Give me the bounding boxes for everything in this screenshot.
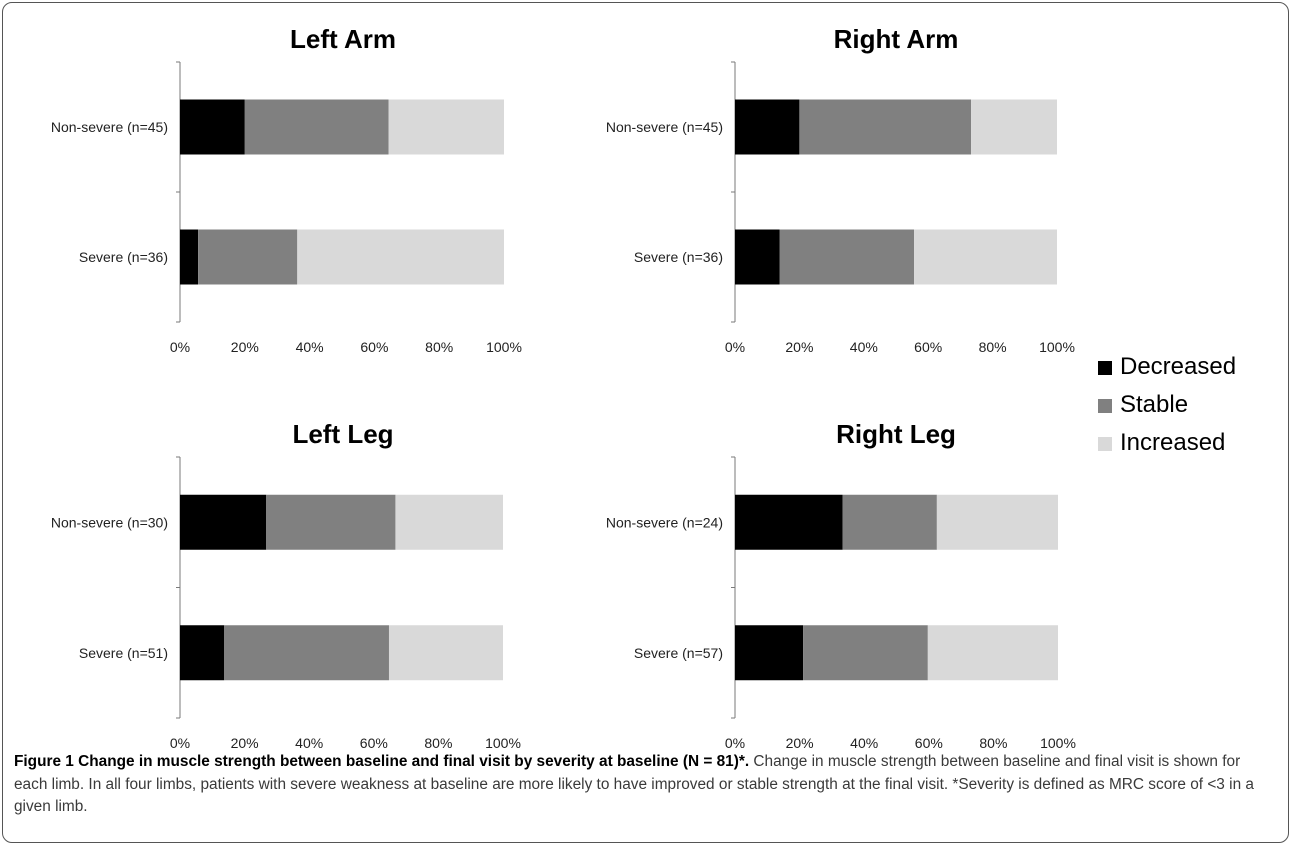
legend: Decreased Stable Increased xyxy=(1098,353,1236,456)
bar-decreased xyxy=(735,625,804,681)
x-tick-label: 0% xyxy=(170,735,190,751)
bar-increased xyxy=(927,625,1058,681)
chart-title: Right Arm xyxy=(834,24,959,54)
x-tick-label: 20% xyxy=(231,735,259,751)
chart-title: Left Leg xyxy=(292,419,393,449)
bar-stable xyxy=(244,99,389,155)
x-tick-label: 40% xyxy=(296,339,324,355)
chart-left-leg: Left Leg 0% 20% 40% 60% 80% 100% Non-severe (n=… xyxy=(51,419,521,751)
category-label: Non-severe (n=45) xyxy=(51,119,168,135)
x-tick-label: 40% xyxy=(850,735,878,751)
bar-stable xyxy=(803,625,928,681)
bar-decreased xyxy=(735,494,843,550)
x-tick-label: 40% xyxy=(295,735,323,751)
legend-label: Stable xyxy=(1120,391,1188,418)
x-tick-label: 60% xyxy=(360,339,388,355)
category-label: Non-severe (n=24) xyxy=(606,514,723,530)
bar-increased xyxy=(388,625,503,681)
bar-increased xyxy=(914,229,1057,285)
chart-title: Left Arm xyxy=(290,24,396,54)
caption-text: Change in muscle strength between baseli… xyxy=(14,753,1254,815)
bar-stable xyxy=(198,229,298,285)
x-tick-label: 20% xyxy=(785,339,813,355)
bar-decreased xyxy=(735,99,800,155)
x-tick-label: 100% xyxy=(486,339,522,355)
bar-increased xyxy=(297,229,504,285)
x-tick-label: 0% xyxy=(725,339,745,355)
bar-decreased xyxy=(180,625,225,681)
x-tick-label: 100% xyxy=(485,735,521,751)
category-label: Non-severe (n=45) xyxy=(606,119,723,135)
legend-item-increased: Increased xyxy=(1098,429,1225,456)
category-label: Severe (n=36) xyxy=(79,249,168,265)
x-tick-label: 0% xyxy=(725,735,745,751)
figure-caption: Figure 1 Change in muscle strength betwe… xyxy=(14,751,1276,819)
bar-decreased xyxy=(180,229,199,285)
legend-swatch xyxy=(1098,399,1112,413)
bar-decreased xyxy=(180,494,267,550)
legend-label: Increased xyxy=(1120,429,1225,456)
x-tick-label: 60% xyxy=(360,735,388,751)
bar-increased xyxy=(395,494,503,550)
x-tick-label: 60% xyxy=(914,339,942,355)
chart-left-arm: Left Arm 0% 20% 40% 60% 80% 100% Non-severe (n=… xyxy=(51,24,522,355)
x-tick-label: 100% xyxy=(1039,339,1075,355)
x-tick-label: 80% xyxy=(425,339,453,355)
bar-stable xyxy=(842,494,937,550)
legend-label: Decreased xyxy=(1120,353,1236,380)
x-tick-label: 20% xyxy=(231,339,259,355)
bar-increased xyxy=(388,99,504,155)
x-tick-label: 20% xyxy=(786,735,814,751)
charts-group: Left Arm 0% 20% 40% 60% 80% 100% Non-severe (n=… xyxy=(51,24,1076,751)
x-tick-label: 40% xyxy=(850,339,878,355)
bar-stable xyxy=(799,99,972,155)
bar-stable xyxy=(779,229,915,285)
bar-increased xyxy=(971,99,1057,155)
chart-title: Right Leg xyxy=(836,419,956,449)
legend-item-stable: Stable xyxy=(1098,391,1188,418)
legend-swatch xyxy=(1098,437,1112,451)
category-label: Non-severe (n=30) xyxy=(51,514,168,530)
legend-swatch xyxy=(1098,361,1112,375)
chart-right-arm: Right Arm 0% 20% 40% 60% 80% 100% Non-severe (n… xyxy=(606,24,1075,355)
x-tick-label: 100% xyxy=(1040,735,1076,751)
x-tick-label: 80% xyxy=(424,735,452,751)
x-tick-label: 80% xyxy=(979,735,1007,751)
category-label: Severe (n=51) xyxy=(79,645,168,661)
bar-decreased xyxy=(735,229,780,285)
chart-right-leg: Right Leg 0% 20% 40% 60% 80% 100% Non-severe (n… xyxy=(606,419,1076,751)
x-tick-label: 60% xyxy=(915,735,943,751)
caption-title: Figure 1 Change in muscle strength betwe… xyxy=(14,753,750,770)
bar-stable xyxy=(266,494,396,550)
category-label: Severe (n=36) xyxy=(634,249,723,265)
bar-increased xyxy=(936,494,1058,550)
legend-item-decreased: Decreased xyxy=(1098,353,1236,380)
x-tick-label: 0% xyxy=(170,339,190,355)
bar-stable xyxy=(224,625,389,681)
category-label: Severe (n=57) xyxy=(634,645,723,661)
x-tick-label: 80% xyxy=(979,339,1007,355)
bar-decreased xyxy=(180,99,245,155)
